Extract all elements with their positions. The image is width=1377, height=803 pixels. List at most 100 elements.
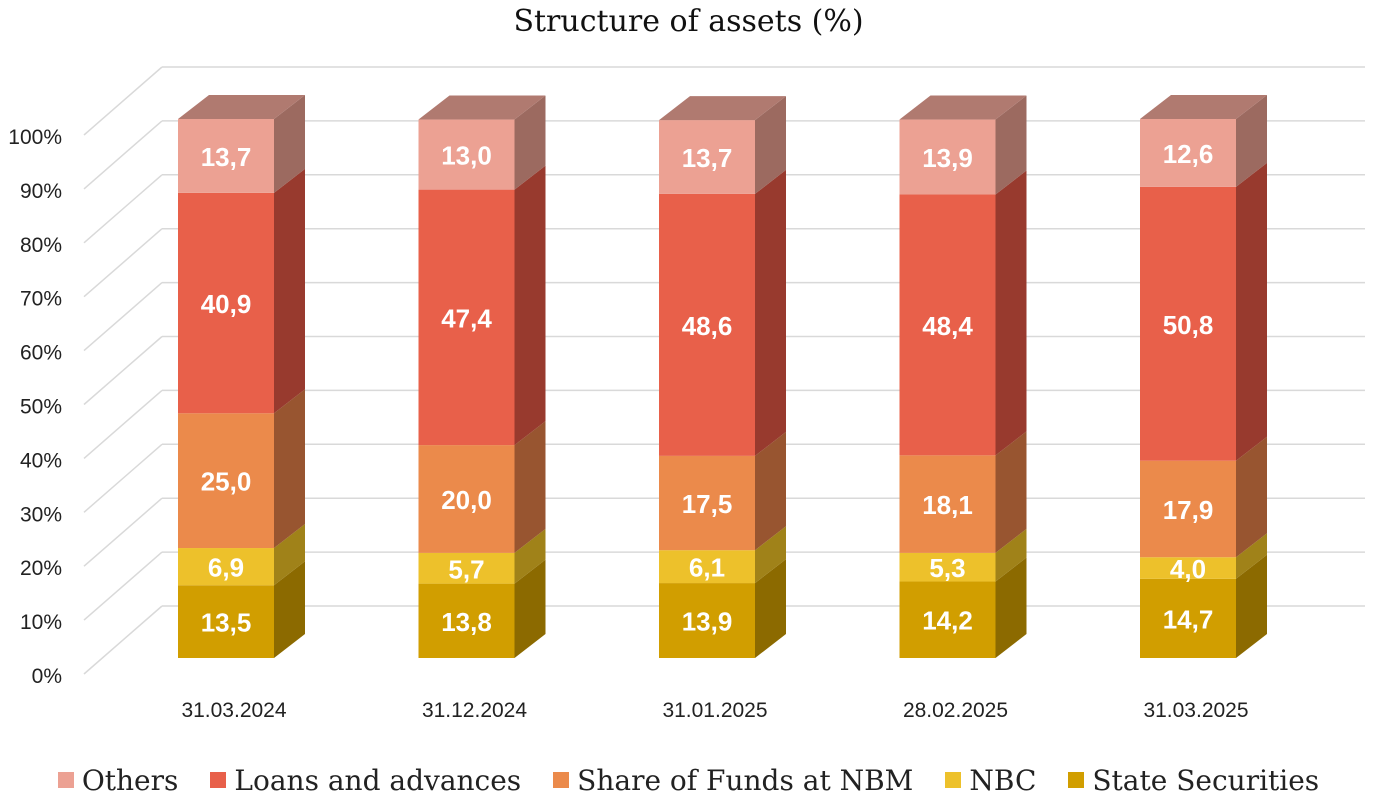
data-label: 20,0 — [441, 485, 492, 515]
y-tick-label: 100% — [8, 126, 62, 149]
bar-segment — [178, 413, 274, 549]
bar-stack: 13,5 6,9 25,0 40,9 13,7 31.03.2024 — [178, 95, 305, 722]
y-tick-label: 50% — [20, 396, 62, 419]
bar-side — [755, 431, 786, 551]
data-label: 5,7 — [448, 554, 484, 584]
gridline-diagonal — [83, 551, 163, 621]
y-tick-label: 80% — [20, 234, 62, 257]
bar-side — [995, 95, 1027, 195]
bar-top — [1140, 95, 1267, 119]
bar-side — [755, 559, 786, 658]
y-tick-label: 40% — [20, 449, 62, 472]
data-label: 13,9 — [682, 607, 733, 637]
bar-segment — [659, 120, 755, 194]
bar-side — [995, 431, 1027, 553]
bar-stack: 14,2 5,3 18,1 48,4 13,9 28.02.2025 — [899, 95, 1027, 722]
bar-side — [274, 561, 305, 658]
legend: Others Loans and advances Share of Funds a… — [0, 760, 1377, 800]
gridline-diagonal — [83, 335, 163, 406]
x-tick-label: 31.12.2024 — [422, 699, 527, 722]
bar-segment — [899, 455, 996, 553]
data-label: 18,1 — [922, 490, 973, 520]
bar-side — [1236, 436, 1267, 558]
gridline-diagonal — [83, 228, 163, 298]
data-label: 25,0 — [201, 467, 252, 497]
data-label: 48,6 — [682, 311, 733, 341]
bar-segment — [659, 193, 755, 456]
x-tick-label: 31.03.2025 — [1143, 699, 1248, 722]
plot-area: 0% 10% 20% 30% 40% 50% 60% 70% 80% 90% 100% 13,5 6,9… — [8, 66, 1365, 722]
data-label: 17,5 — [682, 489, 733, 519]
bar-segment — [178, 192, 274, 414]
bar-side — [995, 528, 1027, 582]
x-tick-label: 28.02.2025 — [903, 699, 1008, 722]
bar-side — [755, 96, 786, 194]
data-label: 47,4 — [441, 303, 492, 333]
bar-side — [1236, 162, 1267, 461]
bar-side — [1236, 533, 1267, 579]
legend-item: Others — [57, 763, 179, 797]
bar-segment — [659, 583, 755, 658]
legend-item: Share of Funds at NBM — [553, 764, 913, 797]
bar-segment — [659, 550, 755, 584]
legend-item: State Securities — [1068, 764, 1319, 797]
bar-side — [755, 169, 786, 456]
legend-label: State Securities — [1092, 763, 1320, 797]
legend-swatch — [210, 772, 227, 788]
bar-side — [1236, 95, 1267, 187]
bar-side — [514, 559, 546, 658]
y-tick-label: 20% — [20, 557, 62, 580]
bar-side — [755, 526, 786, 584]
gridline-diagonal — [83, 120, 163, 190]
legend-label: Loans and advances — [234, 763, 522, 797]
bar-segment — [899, 552, 996, 582]
bar-side — [274, 389, 305, 549]
legend-label: Share of Funds at NBM — [577, 763, 914, 797]
bar-segment — [418, 445, 515, 553]
bar-top — [178, 95, 305, 119]
bar-side — [514, 165, 546, 446]
bar-side — [995, 557, 1027, 658]
bar-stack: 13,8 5,7 20,0 47,4 13,0 31.12.2024 — [418, 95, 546, 722]
legend-item: Loans and advances — [210, 764, 521, 797]
bar-segment — [1140, 557, 1236, 579]
bar-segment — [1140, 460, 1236, 558]
bar-side — [274, 95, 305, 193]
bar-segment — [418, 583, 515, 658]
legend-label: Others — [81, 763, 179, 797]
data-label: 48,4 — [922, 311, 973, 341]
y-tick-label: 90% — [20, 180, 62, 203]
data-label: 13,7 — [682, 143, 733, 173]
data-label: 6,1 — [689, 553, 725, 583]
bar-segment — [178, 585, 274, 658]
data-label: 4,0 — [1170, 554, 1206, 584]
bars: 13,5 6,9 25,0 40,9 13,7 31.03.2024 13,8 5,7 20,0… — [178, 95, 1267, 722]
bar-stack: 14,7 4,0 17,9 50,8 12,6 31.03.2025 — [1140, 95, 1267, 722]
y-tick-label: 70% — [20, 288, 62, 311]
bar-segment — [1140, 578, 1236, 658]
data-label: 40,9 — [201, 289, 252, 319]
legend-label: NBC — [969, 763, 1037, 797]
bar-side — [1236, 554, 1267, 658]
y-axis: 0% 10% 20% 30% 40% 50% 60% 70% 80% 90% 100% — [8, 126, 62, 688]
y-tick-label: 0% — [32, 665, 62, 688]
data-label: 12,6 — [1163, 139, 1214, 169]
gridline-diagonal — [83, 605, 163, 675]
gridline-diagonal — [83, 174, 163, 244]
x-tick-label: 31.01.2025 — [662, 699, 767, 722]
bar-side — [274, 524, 305, 586]
legend-swatch — [553, 772, 570, 788]
bar-segment — [418, 552, 515, 584]
bar-segment — [178, 119, 274, 193]
bar-side — [514, 95, 546, 190]
data-label: 5,3 — [929, 553, 965, 583]
bar-segment — [899, 119, 996, 195]
data-label: 14,7 — [1163, 604, 1214, 634]
bar-side — [995, 170, 1027, 456]
y-tick-label: 30% — [20, 503, 62, 526]
chart-title: Structure of assets (%) — [513, 4, 864, 39]
y-tick-label: 60% — [20, 342, 62, 365]
bar-segment — [899, 581, 996, 658]
bar-top — [418, 95, 546, 120]
legend-swatch — [57, 772, 74, 788]
